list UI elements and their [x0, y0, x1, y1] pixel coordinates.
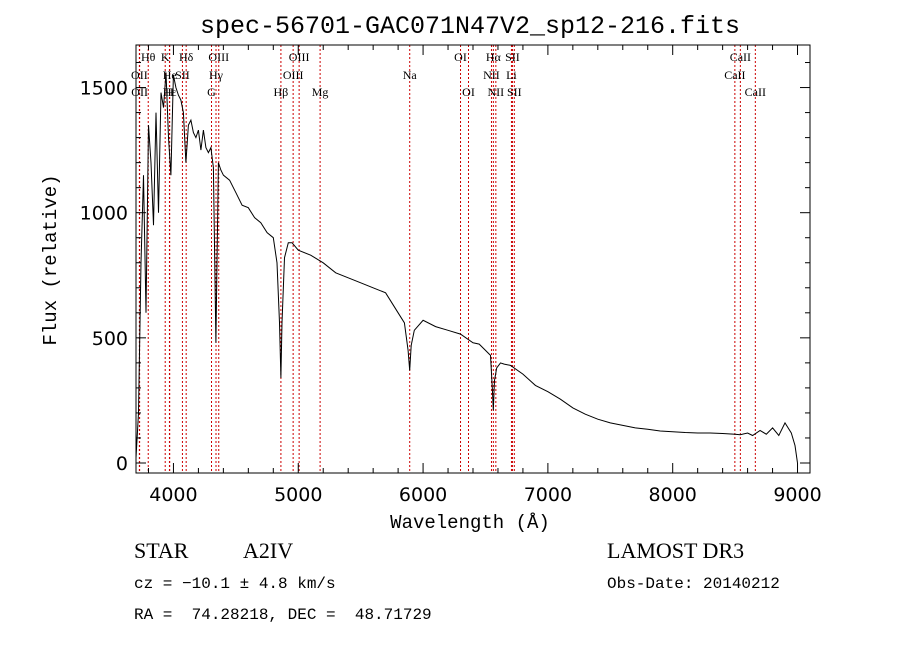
- line-label: Hα: [486, 50, 502, 64]
- y-tick-label: 0: [116, 453, 128, 475]
- line-label: Hδ: [179, 50, 194, 64]
- plot-frame: [135, 44, 811, 474]
- line-label: OI: [454, 50, 467, 64]
- x-axis: 4000 5000 6000 7000 8000 9000: [147, 45, 822, 506]
- y-axis: 0 500 1000 1500: [80, 62, 810, 475]
- velocity-text: cz = −10.1 ± 4.8 km/s: [134, 575, 336, 593]
- line-label: SII: [505, 50, 520, 64]
- line-label: OIII: [208, 50, 229, 64]
- line-label: CaII: [745, 85, 766, 99]
- obs-date-text: Obs-Date: 20140212: [607, 575, 780, 593]
- line-label: CaII: [724, 68, 745, 82]
- x-tick-label: 4000: [149, 484, 197, 506]
- x-tick-label: 8000: [649, 484, 697, 506]
- x-tick-label: 7000: [524, 484, 572, 506]
- line-markers: [138, 45, 756, 473]
- line-label: SII: [175, 68, 190, 82]
- object-class: STAR: [134, 538, 189, 563]
- line-label: H: [165, 85, 174, 99]
- line-label: Mg: [312, 85, 329, 99]
- chart-title: spec-56701-GAC071N47V2_sp12-216.fits: [200, 12, 740, 41]
- line-label: K: [161, 50, 170, 64]
- line-label: Li: [506, 68, 517, 82]
- line-label: SII: [507, 85, 522, 99]
- spectrum-line: [135, 72, 798, 464]
- y-tick-label: 1000: [80, 203, 128, 225]
- line-label: CaII: [730, 50, 751, 64]
- line-label: OII: [131, 85, 148, 99]
- line-label: Hθ: [141, 50, 156, 64]
- survey-label: LAMOST DR3: [607, 538, 744, 563]
- x-axis-label: Wavelength (Å): [390, 512, 550, 534]
- coordinates-text: RA = 74.28218, DEC = 48.71729: [134, 606, 432, 624]
- line-label: Hβ: [274, 85, 289, 99]
- object-subclass: A2IV: [243, 538, 293, 563]
- y-tick-label: 500: [92, 328, 128, 350]
- x-tick-label: 6000: [399, 484, 447, 506]
- x-tick-label: 5000: [274, 484, 322, 506]
- line-label: OII: [131, 68, 148, 82]
- y-tick-label: 1500: [80, 78, 128, 100]
- line-label: NII: [488, 85, 505, 99]
- line-label: OIII: [289, 50, 310, 64]
- line-label: OI: [462, 85, 475, 99]
- line-label: OIII: [283, 68, 304, 82]
- line-label: Na: [403, 68, 418, 82]
- y-axis-label: Flux (relative): [40, 174, 62, 345]
- line-label: Hγ: [209, 68, 224, 82]
- line-label: G: [207, 85, 216, 99]
- line-label: NII: [483, 68, 500, 82]
- x-tick-label: 9000: [773, 484, 821, 506]
